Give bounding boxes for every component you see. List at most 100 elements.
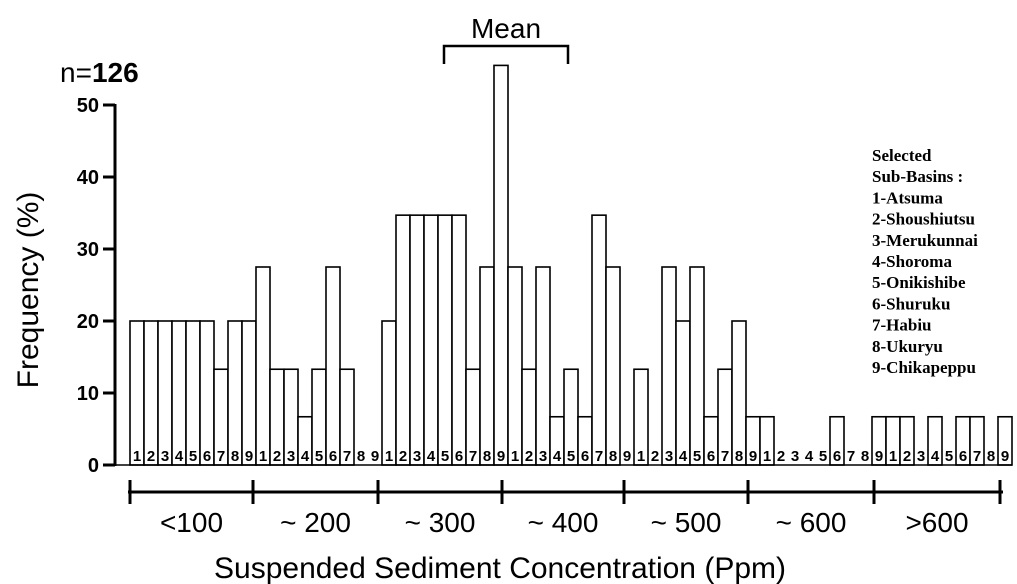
legend-entry: 6-Shuruku (872, 294, 950, 313)
bar (661, 266, 677, 466)
bar (171, 320, 187, 466)
bar-number-label: 4 (175, 448, 184, 465)
bar-number-label: 8 (609, 448, 617, 465)
bar-number-label: 4 (931, 448, 940, 465)
x-tick-label: ~ 300 (405, 507, 476, 538)
bar-number-label: 2 (651, 448, 659, 465)
y-tick-label: 0 (88, 455, 99, 477)
y-tick-label: 20 (77, 311, 99, 333)
bar-number-label: 2 (525, 448, 533, 465)
bar-number-label: 3 (917, 448, 925, 465)
bar-number-label: 9 (245, 448, 253, 465)
bar-number-label: 6 (707, 448, 715, 465)
bar-number-label: 8 (735, 448, 743, 465)
bar (409, 214, 425, 466)
bar (381, 320, 397, 466)
bar-number-label: 2 (399, 448, 407, 465)
x-tick-labels: <100 ~ 200 ~ 300 ~ 400 ~ 500 ~ 600 >600 (160, 507, 969, 538)
bar-number-label: 3 (161, 448, 169, 465)
bars-layer (115, 64, 1013, 466)
bar (731, 320, 747, 466)
bar-number-label: 5 (945, 448, 953, 465)
bar-number-label: 7 (847, 448, 855, 465)
bar (675, 320, 691, 466)
bar (157, 320, 173, 466)
x-tick-label: >600 (905, 507, 968, 538)
bar (241, 320, 257, 466)
bar-number-label: 9 (1001, 448, 1009, 465)
bar-number-label: 7 (343, 448, 351, 465)
bar-number-label: 3 (539, 448, 547, 465)
sample-size-label: n=126 (60, 57, 139, 88)
bar (325, 266, 341, 466)
bar-number-label: 9 (497, 448, 505, 465)
bar-number-label: 1 (385, 448, 393, 465)
y-tick-label: 40 (77, 167, 99, 189)
bar-number-label: 1 (259, 448, 267, 465)
bar-number-label: 5 (315, 448, 323, 465)
bar-number-label: 7 (595, 448, 603, 465)
legend-entry: 8-Ukuryu (872, 337, 943, 356)
x-ticks (128, 480, 1002, 504)
bar-number-label: 6 (581, 448, 589, 465)
bar-number-label: 1 (763, 448, 771, 465)
bar (591, 214, 607, 466)
bar (689, 266, 705, 466)
legend-entry: 3-Merukunnai (872, 231, 978, 250)
bar-number-label: 6 (203, 448, 211, 465)
bar (423, 214, 439, 466)
bar-number-label: 7 (217, 448, 225, 465)
bar-number-label: 6 (455, 448, 463, 465)
bar (437, 214, 453, 466)
x-tick-label: ~ 200 (280, 507, 351, 538)
x-tick-label: ~ 500 (651, 507, 722, 538)
bar-number-label: 2 (777, 448, 785, 465)
x-axis-title: Suspended Sediment Concentration (Ppm) (214, 552, 786, 584)
bar-number-label: 9 (875, 448, 883, 465)
bar-number-label: 8 (483, 448, 491, 465)
bar-number-label: 8 (231, 448, 239, 465)
bar (479, 266, 495, 466)
bar-number-label: 9 (749, 448, 757, 465)
bar (185, 320, 201, 466)
y-tick-label: 10 (77, 383, 99, 405)
bar-number-label: 1 (511, 448, 519, 465)
bar-number-label: 7 (973, 448, 981, 465)
bar (143, 320, 159, 466)
bar-number-label: 4 (301, 448, 310, 465)
bar-number-label: 8 (861, 448, 869, 465)
bar-number-label: 7 (469, 448, 477, 465)
bar (507, 266, 523, 466)
legend-entry: 9-Chikapeppu (872, 358, 976, 377)
bar-number-label: 3 (287, 448, 295, 465)
bar-number-label: 5 (819, 448, 827, 465)
bar-number-label: 5 (693, 448, 701, 465)
bar-number-label: 3 (665, 448, 673, 465)
bar (605, 266, 621, 466)
bar-number-label: 6 (959, 448, 967, 465)
legend-title: Selected (872, 146, 932, 165)
bar-number-label: 2 (903, 448, 911, 465)
y-tick-label: 50 (77, 95, 99, 117)
bar-number-label: 7 (721, 448, 729, 465)
bar-number-label: 5 (567, 448, 575, 465)
bar-number-label: 1 (637, 448, 645, 465)
x-tick-label: <100 (160, 507, 223, 538)
bar-number-label: 1 (133, 448, 141, 465)
bar-number-label: 8 (987, 448, 995, 465)
legend: Selected Sub-Basins : 1-Atsuma 2-Shoushiuts… (872, 146, 978, 377)
legend-entry: 4-Shoroma (872, 252, 952, 271)
x-tick-label: ~ 600 (776, 507, 847, 538)
sample-size-prefix: n= (60, 57, 92, 88)
sample-size-value: 126 (92, 57, 139, 88)
bar-number-label: 4 (679, 448, 688, 465)
legend-entry: 7-Habiu (872, 316, 932, 335)
bar-number-label: 4 (805, 448, 814, 465)
bar-number-label: 2 (273, 448, 281, 465)
legend-entry: 5-Onikishibe (872, 273, 966, 292)
bar-number-label: 1 (889, 448, 897, 465)
legend-entry: 1-Atsuma (872, 188, 943, 207)
bar (199, 320, 215, 466)
